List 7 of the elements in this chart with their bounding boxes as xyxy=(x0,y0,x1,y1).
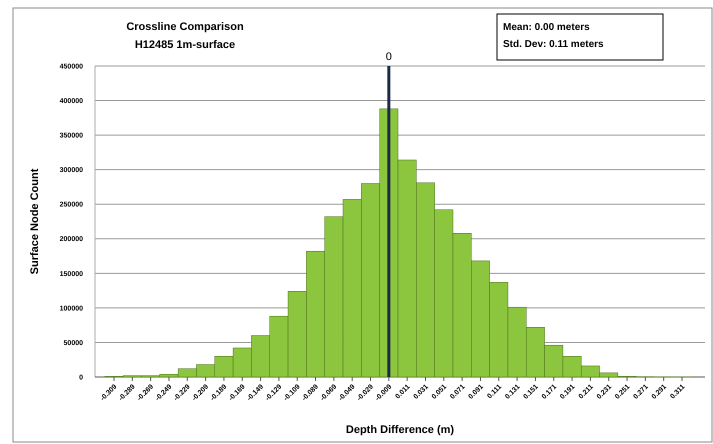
text: Std. Dev: 0.11 meters xyxy=(503,39,604,50)
text: Mean: 0.00 meters xyxy=(503,22,590,33)
chart-title: Crossline Comparison xyxy=(126,21,244,33)
x-axis-title: Depth Difference (m) xyxy=(346,424,454,436)
chart-subtitle: H12485 1m-surface xyxy=(134,39,236,51)
y-axis-title: Surface Node Count xyxy=(29,168,41,274)
ref-line-label: 0 xyxy=(386,51,392,63)
